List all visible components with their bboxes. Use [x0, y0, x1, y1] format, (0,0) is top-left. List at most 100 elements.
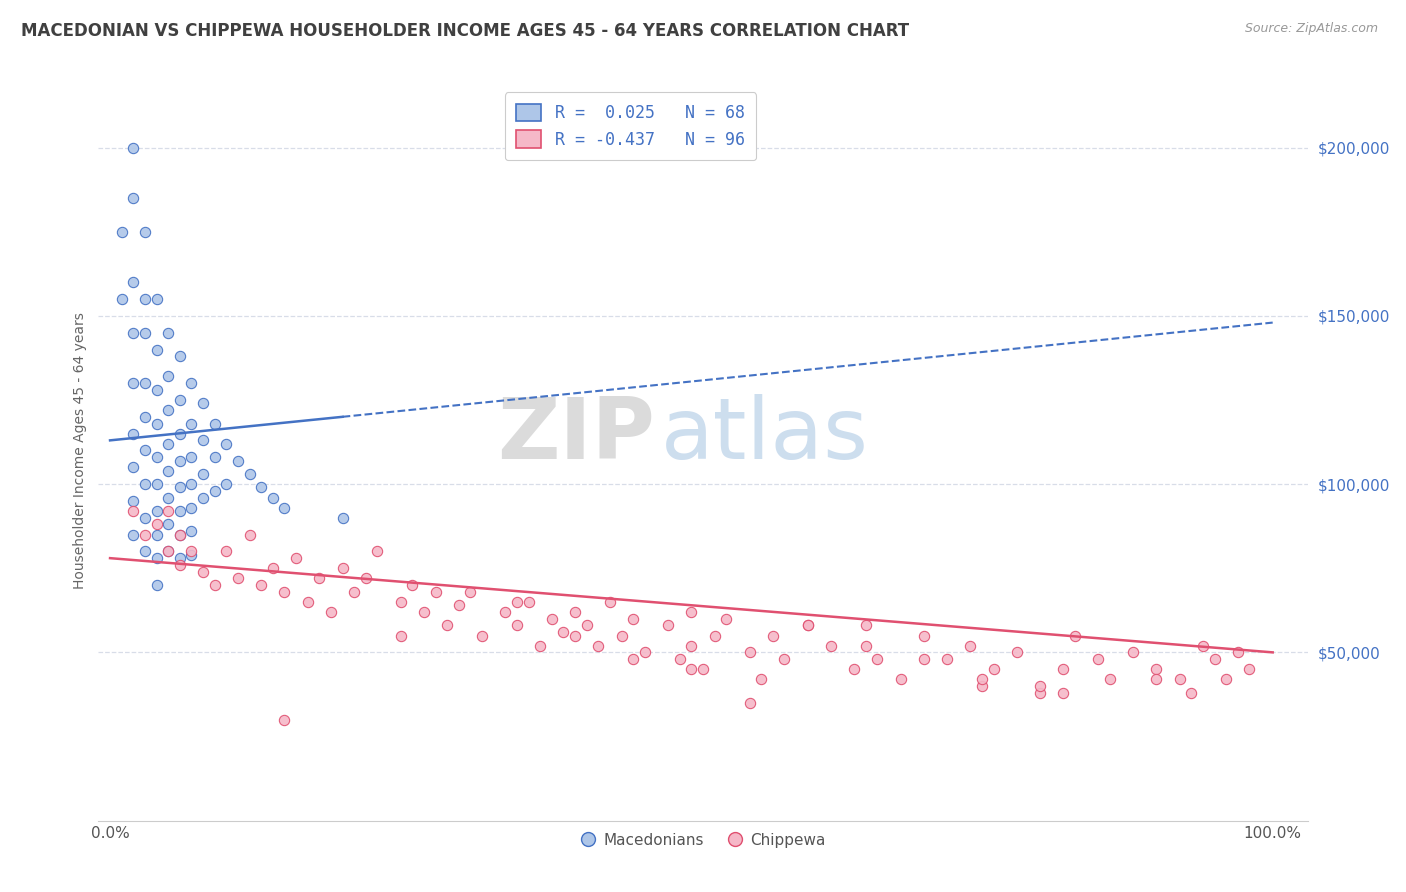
Point — [226, 571, 249, 585]
Point — [273, 584, 295, 599]
Point — [471, 628, 494, 642]
Legend: Macedonians, Chippewa: Macedonians, Chippewa — [575, 827, 831, 854]
Point — [145, 527, 167, 541]
Point — [319, 605, 342, 619]
Point — [540, 612, 562, 626]
Point — [157, 544, 180, 558]
Point — [890, 673, 912, 687]
Point — [1226, 645, 1249, 659]
Point — [273, 500, 295, 515]
Point — [1144, 673, 1167, 687]
Point — [1144, 662, 1167, 676]
Point — [983, 662, 1005, 676]
Point — [564, 628, 586, 642]
Point — [716, 612, 738, 626]
Point — [169, 551, 191, 566]
Point — [239, 527, 262, 541]
Point — [180, 450, 202, 465]
Point — [122, 376, 145, 391]
Point — [1168, 673, 1191, 687]
Point — [157, 326, 180, 340]
Point — [855, 618, 877, 632]
Point — [111, 225, 134, 239]
Point — [506, 618, 529, 632]
Point — [621, 652, 644, 666]
Point — [169, 527, 191, 541]
Text: ZIP: ZIP — [496, 394, 655, 477]
Point — [970, 679, 993, 693]
Point — [145, 477, 167, 491]
Point — [553, 625, 575, 640]
Point — [122, 275, 145, 289]
Point — [122, 326, 145, 340]
Point — [1192, 639, 1215, 653]
Point — [204, 417, 226, 431]
Point — [180, 548, 202, 562]
Point — [796, 618, 818, 632]
Point — [738, 696, 761, 710]
Point — [122, 504, 145, 518]
Point — [169, 527, 191, 541]
Point — [610, 628, 633, 642]
Point — [1098, 673, 1121, 687]
Point — [134, 376, 156, 391]
Point — [762, 628, 785, 642]
Point — [308, 571, 330, 585]
Point — [936, 652, 959, 666]
Point — [145, 517, 167, 532]
Point — [1215, 673, 1237, 687]
Point — [180, 376, 202, 391]
Point — [134, 326, 156, 340]
Point — [447, 599, 470, 613]
Point — [703, 628, 725, 642]
Point — [145, 450, 167, 465]
Point — [912, 652, 935, 666]
Point — [820, 639, 842, 653]
Point — [401, 578, 423, 592]
Y-axis label: Householder Income Ages 45 - 64 years: Householder Income Ages 45 - 64 years — [73, 312, 87, 589]
Point — [866, 652, 889, 666]
Point — [180, 417, 202, 431]
Point — [959, 639, 981, 653]
Point — [134, 409, 156, 424]
Point — [145, 551, 167, 566]
Point — [529, 639, 551, 653]
Point — [134, 544, 156, 558]
Point — [912, 628, 935, 642]
Point — [1122, 645, 1144, 659]
Point — [239, 467, 262, 481]
Point — [634, 645, 657, 659]
Point — [436, 618, 458, 632]
Point — [250, 578, 273, 592]
Point — [425, 584, 447, 599]
Point — [169, 349, 191, 363]
Point — [204, 450, 226, 465]
Point — [844, 662, 866, 676]
Point — [681, 639, 703, 653]
Point — [262, 491, 284, 505]
Point — [180, 524, 202, 539]
Point — [169, 558, 191, 572]
Point — [389, 595, 412, 609]
Point — [262, 561, 284, 575]
Point — [157, 491, 180, 505]
Point — [169, 481, 191, 495]
Point — [134, 292, 156, 306]
Point — [122, 140, 145, 154]
Point — [122, 460, 145, 475]
Point — [157, 504, 180, 518]
Point — [180, 477, 202, 491]
Point — [855, 639, 877, 653]
Point — [226, 453, 249, 467]
Point — [332, 561, 354, 575]
Point — [796, 618, 818, 632]
Point — [1064, 628, 1087, 642]
Point — [134, 510, 156, 524]
Point — [145, 417, 167, 431]
Point — [621, 612, 644, 626]
Point — [773, 652, 796, 666]
Point — [134, 477, 156, 491]
Point — [191, 491, 214, 505]
Point — [1239, 662, 1261, 676]
Point — [588, 639, 610, 653]
